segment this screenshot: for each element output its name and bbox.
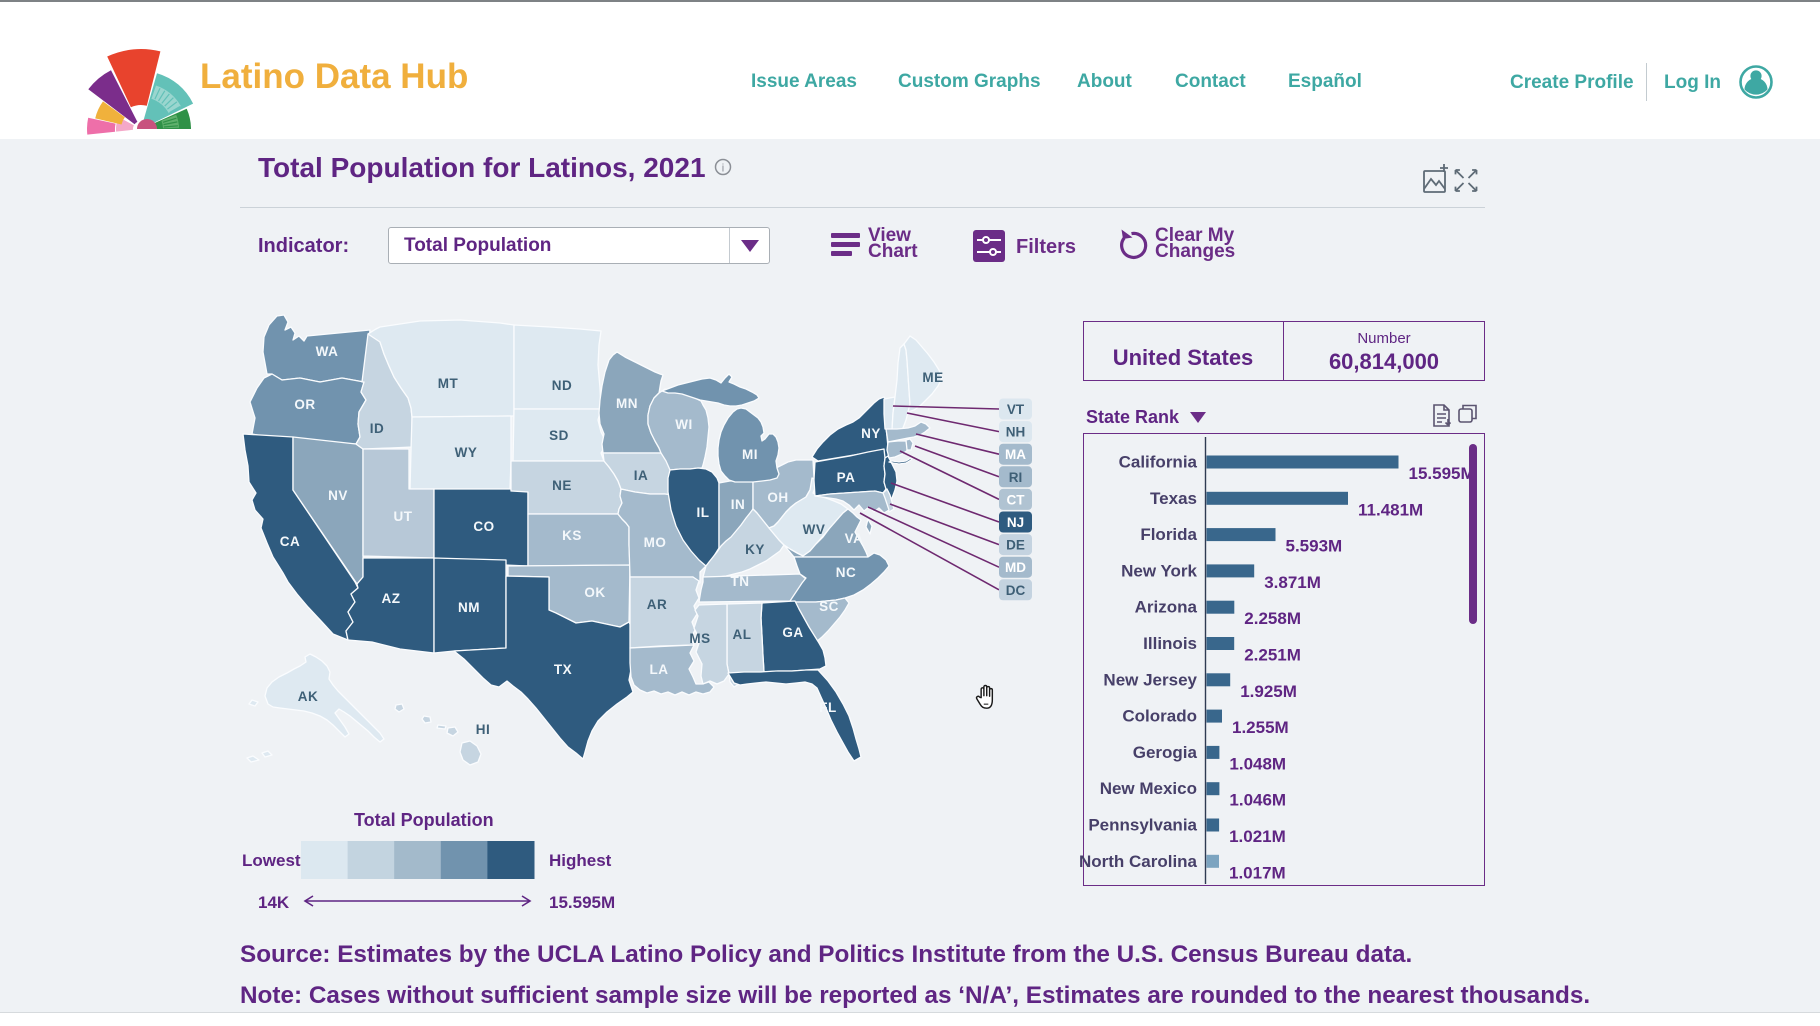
- svg-text:FL: FL: [819, 700, 837, 715]
- svg-text:Gerogia: Gerogia: [1133, 743, 1198, 762]
- svg-text:1.046M: 1.046M: [1229, 791, 1286, 810]
- svg-text:AK: AK: [298, 689, 319, 704]
- svg-text:Colorado: Colorado: [1122, 707, 1197, 726]
- svg-text:IA: IA: [634, 468, 649, 483]
- svg-text:2.258M: 2.258M: [1244, 609, 1301, 628]
- svg-text:3.871M: 3.871M: [1264, 573, 1321, 592]
- svg-text:WY: WY: [455, 445, 478, 460]
- svg-text:KS: KS: [562, 528, 582, 543]
- svg-text:5.593M: 5.593M: [1286, 537, 1343, 556]
- svg-text:1.255M: 1.255M: [1232, 718, 1289, 737]
- svg-text:MO: MO: [644, 535, 667, 550]
- svg-text:HI: HI: [476, 722, 491, 737]
- svg-text:PA: PA: [837, 470, 856, 485]
- svg-text:NE: NE: [552, 478, 572, 493]
- svg-text:1.017M: 1.017M: [1229, 863, 1286, 882]
- svg-text:MN: MN: [616, 396, 638, 411]
- svg-text:MT: MT: [438, 376, 459, 391]
- svg-text:1.048M: 1.048M: [1229, 754, 1286, 773]
- svg-text:IL: IL: [697, 505, 710, 520]
- svg-text:GA: GA: [782, 625, 803, 640]
- svg-text:DC: DC: [1006, 583, 1026, 598]
- svg-text:DE: DE: [1006, 538, 1025, 553]
- svg-text:New York: New York: [1121, 561, 1197, 580]
- svg-text:North Carolina: North Carolina: [1079, 852, 1198, 871]
- svg-text:OH: OH: [767, 490, 788, 505]
- svg-text:New Jersey: New Jersey: [1103, 670, 1197, 689]
- svg-text:CO: CO: [473, 519, 494, 534]
- svg-text:SC: SC: [819, 599, 839, 614]
- svg-text:Pennsylvania: Pennsylvania: [1088, 816, 1197, 835]
- svg-text:MD: MD: [1005, 560, 1026, 575]
- svg-text:2.251M: 2.251M: [1244, 646, 1301, 665]
- svg-text:KY: KY: [745, 542, 765, 557]
- svg-text:TN: TN: [731, 574, 750, 589]
- svg-text:LA: LA: [650, 662, 669, 677]
- svg-text:MI: MI: [742, 447, 758, 462]
- svg-text:Florida: Florida: [1140, 525, 1197, 544]
- svg-text:NC: NC: [836, 565, 857, 580]
- svg-text:11.481M: 11.481M: [1358, 500, 1423, 519]
- svg-text:RI: RI: [1009, 470, 1023, 485]
- svg-text:Texas: Texas: [1150, 489, 1197, 508]
- svg-text:i: i: [722, 163, 724, 175]
- svg-text:AL: AL: [733, 627, 752, 642]
- svg-text:CT: CT: [1007, 492, 1026, 507]
- svg-text:ME: ME: [922, 370, 943, 385]
- svg-text:NY: NY: [861, 426, 881, 441]
- svg-text:NJ: NJ: [1007, 515, 1024, 530]
- svg-text:NV: NV: [328, 488, 348, 503]
- svg-text:ND: ND: [552, 378, 573, 393]
- svg-text:WV: WV: [803, 522, 826, 537]
- svg-text:OK: OK: [584, 585, 605, 600]
- svg-text:15.595M: 15.595M: [1409, 464, 1475, 483]
- svg-text:Arizona: Arizona: [1135, 598, 1198, 617]
- svg-text:TX: TX: [554, 662, 572, 677]
- svg-text:California: California: [1119, 453, 1198, 472]
- svg-text:MA: MA: [1005, 447, 1026, 462]
- svg-text:NH: NH: [1006, 425, 1026, 440]
- svg-text:WI: WI: [675, 417, 693, 432]
- svg-text:MS: MS: [689, 631, 710, 646]
- svg-text:NM: NM: [458, 600, 480, 615]
- svg-text:VT: VT: [1007, 402, 1025, 417]
- svg-text:WA: WA: [316, 344, 339, 359]
- svg-text:UT: UT: [394, 509, 413, 524]
- svg-text:VA: VA: [845, 531, 864, 546]
- svg-text:ID: ID: [370, 421, 385, 436]
- svg-text:IN: IN: [731, 497, 746, 512]
- svg-text:1.925M: 1.925M: [1240, 682, 1297, 701]
- svg-text:SD: SD: [549, 428, 569, 443]
- svg-text:AR: AR: [647, 597, 668, 612]
- svg-text:CA: CA: [280, 534, 301, 549]
- svg-text:Illinois: Illinois: [1143, 634, 1197, 653]
- svg-text:AZ: AZ: [382, 591, 401, 606]
- svg-text:New Mexico: New Mexico: [1100, 779, 1197, 798]
- svg-text:OR: OR: [294, 397, 315, 412]
- svg-text:1.021M: 1.021M: [1229, 827, 1286, 846]
